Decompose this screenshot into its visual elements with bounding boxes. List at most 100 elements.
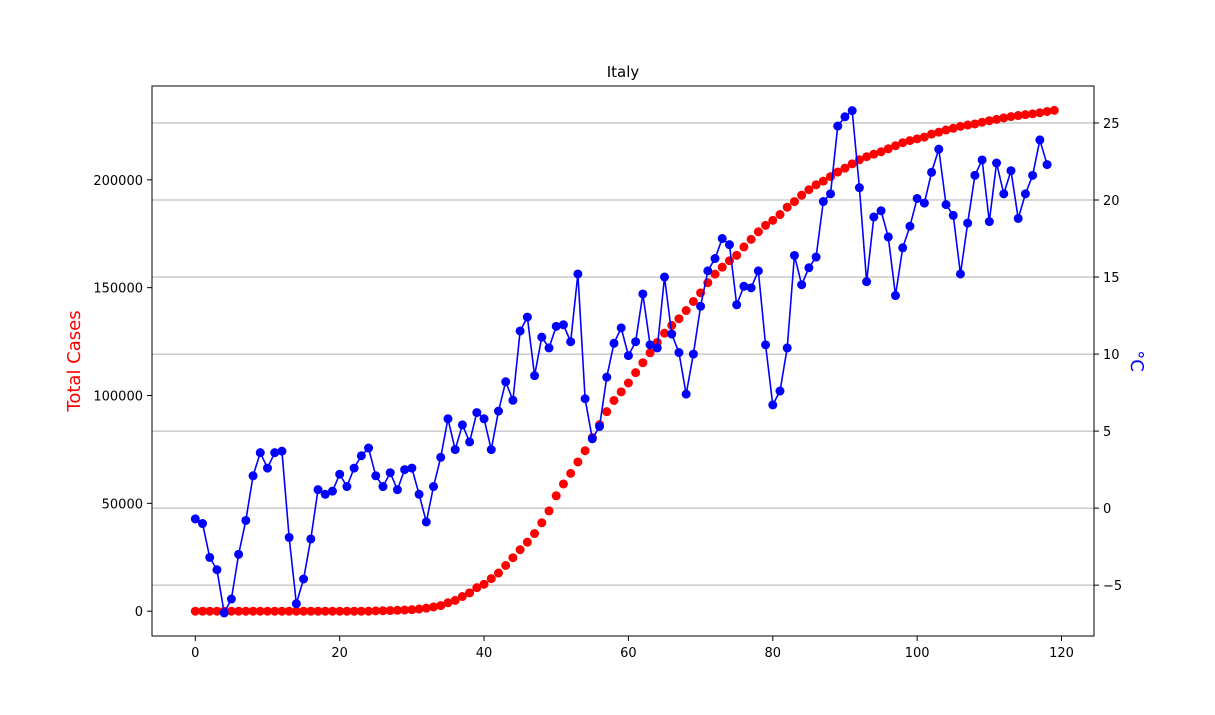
cases-point — [566, 468, 576, 478]
cases-point — [472, 583, 482, 593]
temperature-point — [616, 323, 626, 333]
temperature-point — [364, 443, 374, 453]
cases-point — [1028, 109, 1038, 119]
temperature-point — [457, 420, 467, 430]
cases-point — [999, 113, 1009, 123]
cases-point — [421, 603, 431, 613]
temperature-point — [450, 445, 460, 455]
cases-point — [847, 159, 857, 169]
cases-point — [234, 606, 244, 616]
cases-point — [515, 545, 525, 555]
cases-point — [717, 262, 727, 272]
temperature-point — [710, 254, 720, 264]
temperature-point — [219, 608, 229, 618]
temperature-point — [927, 167, 937, 177]
temperature-point — [551, 321, 561, 331]
temperature-point — [970, 170, 980, 180]
y-right-tick-label: 10 — [1103, 348, 1120, 363]
cases-point — [205, 606, 215, 616]
cases-point — [190, 606, 200, 616]
temperature-point — [522, 312, 532, 322]
cases-point — [638, 358, 648, 368]
cases-point — [262, 606, 272, 616]
x-tick-label: 20 — [331, 646, 348, 661]
cases-point — [724, 256, 734, 266]
temperature-point — [407, 463, 417, 473]
temperature-point — [342, 482, 352, 492]
temperature-point — [313, 485, 323, 495]
temperature-point — [652, 343, 662, 353]
temperature-point — [674, 348, 684, 358]
cases-point — [912, 134, 922, 144]
cases-point — [378, 606, 388, 616]
temperature-point — [378, 482, 388, 492]
y-axis-left-label: Total Cases — [64, 310, 85, 412]
temperature-point — [190, 514, 200, 524]
temperature-point — [992, 158, 1002, 168]
cases-point — [1013, 111, 1023, 121]
cases-point — [818, 176, 828, 186]
temperature-point — [414, 489, 424, 499]
gridlines — [152, 122, 1094, 586]
temperature-point — [1042, 160, 1052, 170]
temperature-point — [703, 266, 713, 276]
cases-point — [486, 574, 496, 584]
temperature-point — [847, 106, 857, 116]
temperature-point — [883, 232, 893, 242]
temperature-point — [638, 289, 648, 299]
temperature-point — [977, 155, 987, 165]
temperature-point — [573, 269, 583, 279]
cases-point — [710, 269, 720, 279]
cases-point — [299, 606, 309, 616]
x-tick-label: 80 — [765, 646, 782, 661]
cases-point — [970, 119, 980, 129]
y-axis-right-label: °C — [1126, 350, 1147, 372]
y-right-tick-label: 0 — [1103, 502, 1111, 517]
temperature-point — [854, 183, 864, 193]
temperature-point — [840, 112, 850, 122]
temperature-point — [681, 389, 691, 399]
temperature-point — [356, 451, 366, 461]
cases-point — [1042, 106, 1052, 116]
temperature-point — [262, 463, 272, 473]
temperature-point — [327, 486, 337, 496]
cases-point — [255, 606, 265, 616]
cases-point — [739, 242, 749, 252]
cases-point — [465, 588, 475, 598]
cases-point — [335, 606, 345, 616]
cases-point — [645, 348, 655, 358]
cases-point — [992, 114, 1002, 124]
temperature-point — [320, 489, 330, 499]
temperature-point — [609, 338, 619, 348]
cases-point — [797, 190, 807, 200]
temperature-point — [869, 212, 879, 222]
cases-point — [616, 387, 626, 397]
temperature-point — [1028, 170, 1038, 180]
temperature-point — [941, 200, 951, 210]
cases-point — [270, 606, 280, 616]
temperature-point — [811, 252, 821, 262]
temperature-point — [862, 277, 872, 287]
y-left-tick-label: 200000 — [93, 174, 143, 189]
x-tick-label: 100 — [905, 646, 930, 661]
cases-point — [1006, 112, 1016, 122]
temperature-point — [284, 532, 294, 542]
cases-point — [681, 306, 691, 316]
cases-point — [457, 592, 467, 602]
temperature-point — [530, 371, 540, 381]
temperature-point — [1013, 213, 1023, 223]
cases-point — [436, 601, 446, 611]
temperature-point — [602, 372, 612, 382]
cases-point — [948, 123, 958, 133]
cases-point — [277, 606, 287, 616]
temperature-point — [717, 234, 727, 244]
temperature-point — [804, 263, 814, 273]
cases-point — [291, 606, 301, 616]
cases-point — [934, 127, 944, 137]
temperature-point — [371, 471, 381, 481]
temperature-point — [746, 283, 756, 293]
cases-point — [508, 553, 518, 563]
temperature-point — [248, 471, 258, 481]
cases-point — [248, 606, 258, 616]
